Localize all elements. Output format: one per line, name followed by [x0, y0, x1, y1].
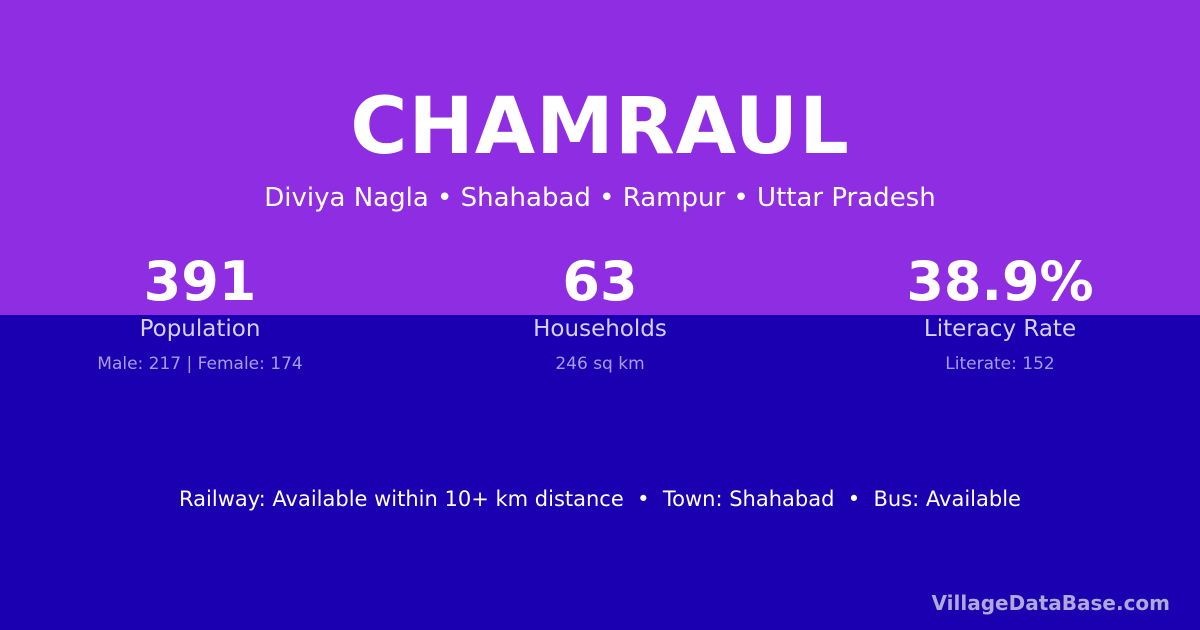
- stat-value: 38.9%: [906, 250, 1094, 313]
- location-breadcrumb: Diviya Nagla • Shahabad • Rampur • Uttar…: [264, 183, 936, 213]
- stat-label: Households: [533, 316, 667, 342]
- header-band: [0, 0, 1200, 315]
- stat-value: 391: [143, 250, 257, 313]
- stat-detail: Male: 217 | Female: 174: [97, 354, 303, 374]
- stat-value: 63: [562, 250, 638, 313]
- village-title: CHAMRAUL: [350, 82, 850, 172]
- amenities-info: Railway: Available within 10+ km distanc…: [179, 487, 1021, 511]
- stat-detail: 246 sq km: [555, 354, 645, 374]
- brand-watermark: VillageDataBase.com: [931, 591, 1170, 615]
- stat-detail: Literate: 152: [945, 354, 1055, 374]
- stat-label: Population: [139, 316, 261, 342]
- stat-label: Literacy Rate: [923, 316, 1077, 342]
